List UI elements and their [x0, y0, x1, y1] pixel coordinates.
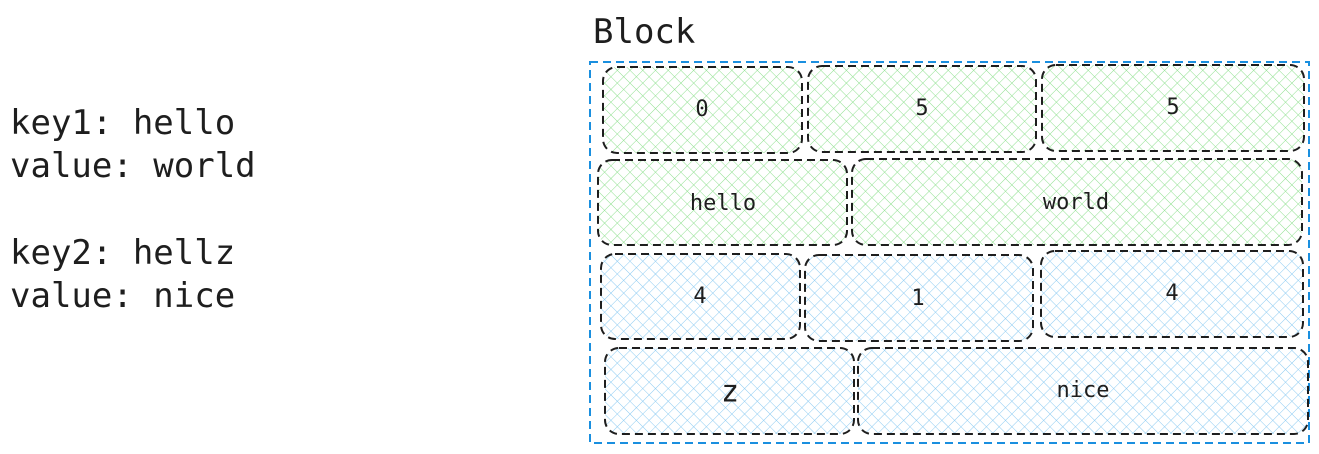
key-value-list: key1: hello value: world key2: hellz val… [10, 102, 256, 318]
cell-r3-c0-label: z [721, 375, 739, 410]
cell-r0-c0 [602, 66, 803, 154]
cell-r1-c0-label: hello [690, 191, 756, 216]
cell-r2-c0-label: 4 [693, 284, 706, 309]
cell-r2-c0 [600, 253, 801, 340]
entry-2-key: key2: hellz [10, 233, 236, 273]
block-boundary [589, 61, 1310, 444]
block-title: Block [593, 12, 696, 52]
block-row-1: hello world [597, 158, 1303, 246]
entry-2-value: value: nice [10, 276, 236, 316]
entry-1-key: key1: hello [10, 103, 236, 143]
cell-r1-c0 [597, 159, 848, 246]
cell-r1-c1 [851, 158, 1303, 246]
cell-r2-c1-label: 1 [911, 286, 924, 311]
cell-r0-c2-label: 5 [1166, 95, 1179, 120]
cell-r0-c0-label: 0 [695, 97, 708, 122]
cell-r2-c1 [804, 254, 1034, 342]
cell-r3-c0 [604, 347, 855, 435]
cell-r1-c1-label: world [1043, 190, 1109, 215]
cell-r2-c2 [1040, 250, 1304, 338]
cell-r3-c1 [857, 347, 1309, 435]
block-row-0: 0 5 5 [602, 64, 1305, 154]
cell-r3-c1-label: nice [1057, 378, 1110, 403]
block-row-2: 4 1 4 [600, 250, 1304, 342]
block-row-3: z nice [604, 347, 1309, 435]
cell-r0-c1 [807, 65, 1037, 153]
cell-r0-c1-label: 5 [915, 96, 928, 121]
entry-1-value: value: world [10, 146, 256, 186]
cell-r0-c2 [1041, 64, 1305, 152]
cell-r2-c2-label: 4 [1165, 281, 1178, 306]
